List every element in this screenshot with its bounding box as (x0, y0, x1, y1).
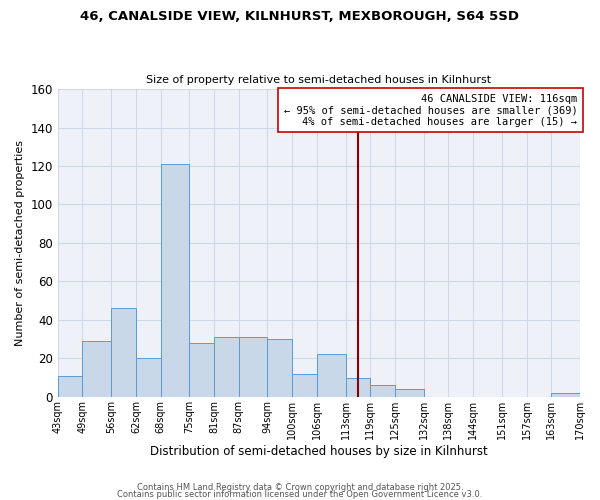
Bar (111, 308, 136, 397)
Bar (370, 386, 395, 397)
Bar (136, 358, 161, 397)
Bar (292, 374, 317, 397)
Bar (82, 341, 111, 397)
X-axis label: Distribution of semi-detached houses by size in Kilnhurst: Distribution of semi-detached houses by … (150, 444, 488, 458)
Bar (551, 393, 580, 397)
Text: 46, CANALSIDE VIEW, KILNHURST, MEXBOROUGH, S64 5SD: 46, CANALSIDE VIEW, KILNHURST, MEXBOROUG… (80, 10, 520, 23)
Bar (58, 376, 82, 397)
Y-axis label: Number of semi-detached properties: Number of semi-detached properties (15, 140, 25, 346)
Bar (268, 339, 292, 397)
Text: Contains HM Land Registry data © Crown copyright and database right 2025.: Contains HM Land Registry data © Crown c… (137, 484, 463, 492)
Bar (346, 378, 370, 397)
Bar (214, 337, 239, 397)
Text: Contains public sector information licensed under the Open Government Licence v3: Contains public sector information licen… (118, 490, 482, 499)
Bar (317, 354, 346, 397)
Bar (161, 164, 190, 397)
Bar (190, 343, 214, 397)
Bar (395, 389, 424, 397)
Text: 46 CANALSIDE VIEW: 116sqm
← 95% of semi-detached houses are smaller (369)
4% of : 46 CANALSIDE VIEW: 116sqm ← 95% of semi-… (284, 94, 577, 127)
Title: Size of property relative to semi-detached houses in Kilnhurst: Size of property relative to semi-detach… (146, 76, 491, 86)
Bar (239, 337, 268, 397)
